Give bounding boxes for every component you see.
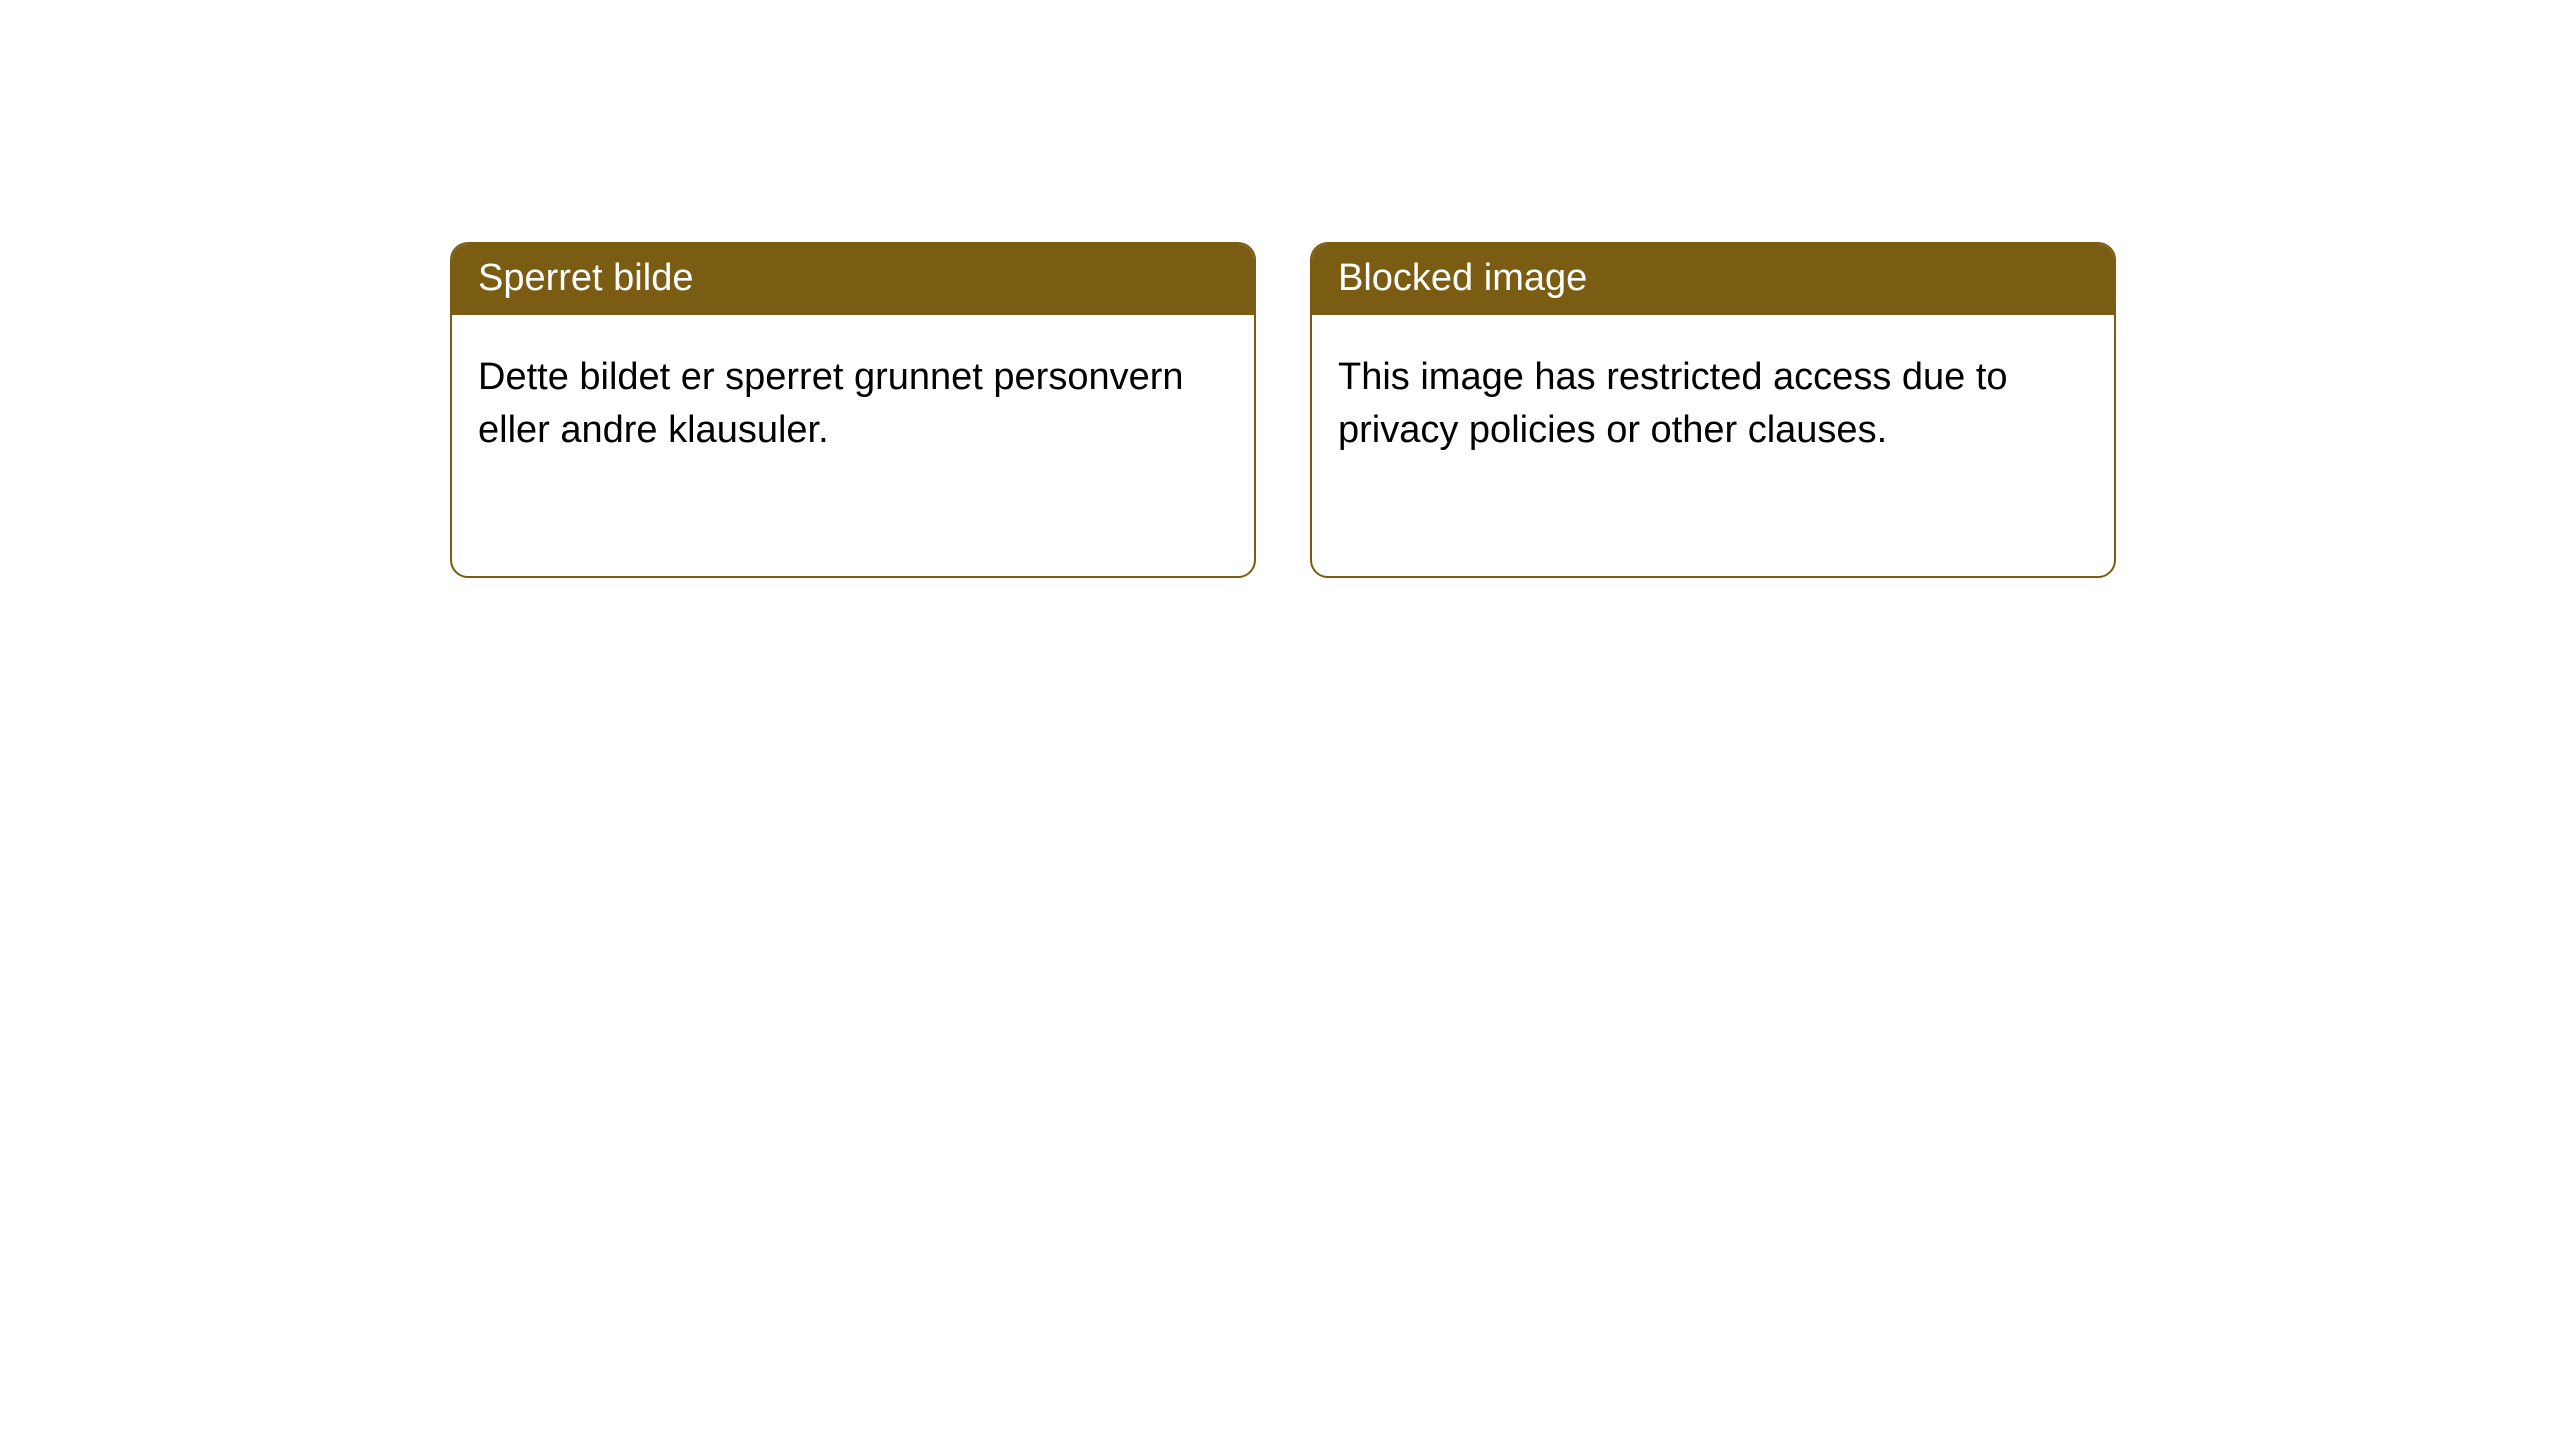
notice-body-norwegian: Dette bildet er sperret grunnet personve… [452,315,1254,492]
notice-card-english: Blocked image This image has restricted … [1310,242,2116,578]
notice-body-english: This image has restricted access due to … [1312,315,2114,492]
notice-title-english: Blocked image [1312,244,2114,315]
notice-card-norwegian: Sperret bilde Dette bildet er sperret gr… [450,242,1256,578]
notice-container: Sperret bilde Dette bildet er sperret gr… [450,242,2116,578]
notice-title-norwegian: Sperret bilde [452,244,1254,315]
